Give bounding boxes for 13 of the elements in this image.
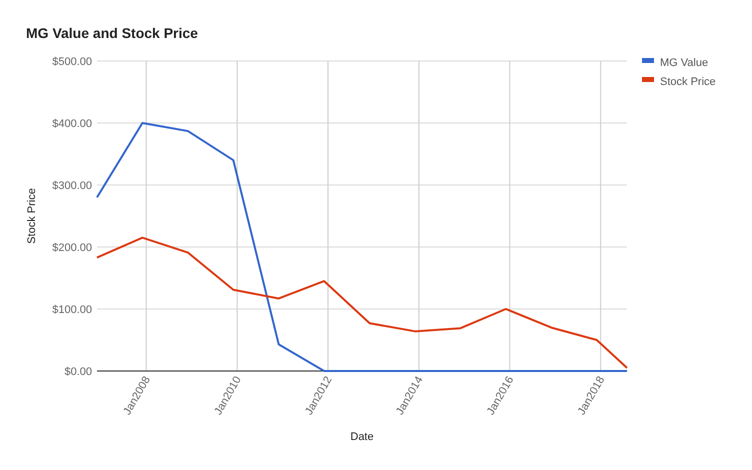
- y-tick-label: $100.00: [52, 304, 92, 316]
- y-tick-label: $500.00: [52, 56, 92, 68]
- x-axis-title: Date: [350, 431, 374, 443]
- legend-label: MG Value: [660, 56, 708, 69]
- y-tick-label: $300.00: [52, 180, 92, 192]
- y-axis-title: Stock Price: [26, 188, 38, 244]
- legend-label: Stock Price: [660, 76, 716, 88]
- y-tick-label: $200.00: [52, 242, 92, 254]
- y-tick-label: $400.00: [52, 118, 92, 130]
- chart-title: MG Value and Stock Price: [26, 25, 198, 41]
- line-series: [96, 122, 628, 372]
- y-tick-label: $0.00: [64, 366, 92, 378]
- line-series: [96, 236, 628, 369]
